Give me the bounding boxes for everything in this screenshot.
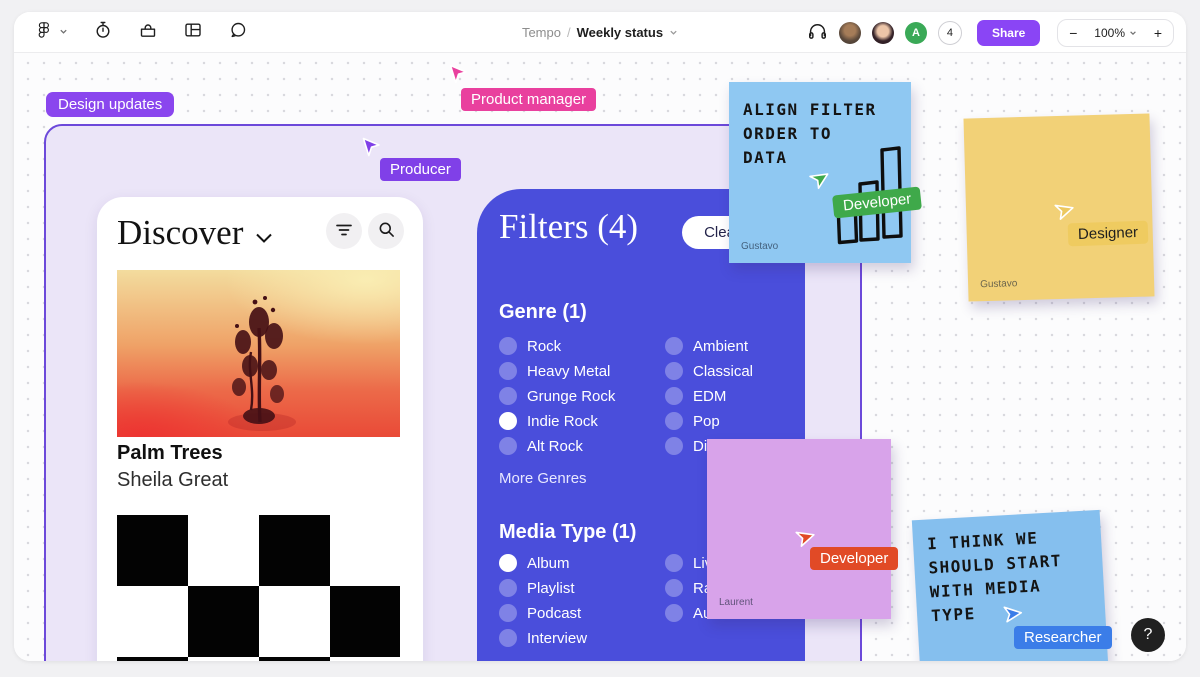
radio-unselected-icon[interactable] <box>665 337 683 355</box>
filter-lines-icon <box>335 223 353 240</box>
help-button[interactable]: ? <box>1131 618 1165 652</box>
genre-column-2: Ambient Classical EDM Pop Disco <box>665 337 753 455</box>
zoom-level-menu[interactable]: 100% <box>1088 26 1143 40</box>
avatar[interactable] <box>838 21 861 44</box>
radio-unselected-icon[interactable] <box>665 412 683 430</box>
filter-option[interactable]: Indie Rock <box>499 412 615 430</box>
radio-selected-icon[interactable] <box>499 412 517 430</box>
chevron-down-icon <box>1129 26 1137 40</box>
media-type-column-1: Album Playlist Podcast Interview <box>499 554 587 647</box>
radio-unselected-icon[interactable] <box>665 604 683 622</box>
layout-template-icon <box>183 20 203 45</box>
chevron-down-icon <box>59 23 68 41</box>
filter-option[interactable]: Rock <box>499 337 615 355</box>
cursor-designer <box>1054 204 1074 220</box>
avatar[interactable] <box>871 21 894 44</box>
timer-icon <box>93 20 113 45</box>
track-artist: Sheila Great <box>117 469 229 491</box>
sticky-author: Gustavo <box>741 241 779 252</box>
search-button[interactable] <box>368 213 404 249</box>
cursor-label-researcher: Researcher <box>1014 626 1112 649</box>
sticky-author: Laurent <box>719 597 753 608</box>
headphones-icon <box>807 20 828 46</box>
cursor-label-product-manager: Product manager <box>461 88 597 111</box>
cursor-label-producer: Producer <box>380 158 461 181</box>
genre-heading: Genre (1) <box>499 301 587 323</box>
filter-option[interactable]: Playlist <box>499 579 587 597</box>
filter-option[interactable]: EDM <box>665 387 753 405</box>
chevron-down-icon[interactable] <box>255 213 273 253</box>
genre-column-1: Rock Heavy Metal Grunge Rock Indie Rock … <box>499 337 615 455</box>
whiteboard-canvas[interactable]: Design updates Discover <box>14 53 1186 661</box>
filters-title: Filters (4) <box>499 207 639 246</box>
sticky-note-developer[interactable]: Laurent <box>707 439 891 619</box>
cursor-label-developer-orange: Developer <box>810 547 899 570</box>
album-art-image[interactable] <box>117 270 400 437</box>
discover-card[interactable]: Discover <box>97 197 423 661</box>
radio-selected-icon[interactable] <box>499 554 517 572</box>
share-button[interactable]: Share <box>976 19 1041 46</box>
cursor-producer <box>362 137 380 157</box>
radio-unselected-icon[interactable] <box>665 387 683 405</box>
toolbar: Tempo / Weekly status A 4 Sha <box>14 12 1186 53</box>
filter-option[interactable]: Classical <box>665 362 753 380</box>
filter-option[interactable]: Ambient <box>665 337 753 355</box>
radio-unselected-icon[interactable] <box>499 362 517 380</box>
filter-button[interactable] <box>326 213 362 249</box>
figma-window: Tempo / Weekly status A 4 Sha <box>14 12 1186 661</box>
filter-option[interactable]: Interview <box>499 629 587 647</box>
radio-unselected-icon[interactable] <box>499 437 517 455</box>
avatar[interactable]: A <box>904 21 927 44</box>
radio-unselected-icon[interactable] <box>499 629 517 647</box>
filter-option[interactable]: Podcast <box>499 604 587 622</box>
checkerboard-artwork <box>117 515 400 661</box>
filter-option[interactable]: Grunge Rock <box>499 387 615 405</box>
sticky-author: Gustavo <box>979 278 1018 291</box>
section-label[interactable]: Design updates <box>46 92 175 117</box>
breadcrumb-separator: / <box>566 25 571 40</box>
discover-title: Discover <box>117 213 273 253</box>
cursor-researcher <box>1003 606 1023 623</box>
more-genres-link[interactable]: More Genres <box>499 470 587 487</box>
sticky-note-text: ALIGN FILTER ORDER TO DATA <box>743 100 877 167</box>
breadcrumb-page[interactable]: Weekly status <box>576 25 664 40</box>
search-icon <box>378 221 395 241</box>
radio-unselected-icon[interactable] <box>499 337 517 355</box>
comment-button[interactable] <box>228 20 248 45</box>
plant-silhouette <box>228 296 296 431</box>
radio-unselected-icon[interactable] <box>665 437 683 455</box>
breadcrumb-project[interactable]: Tempo <box>521 25 561 40</box>
cursor-label-designer: Designer <box>1067 220 1149 247</box>
zoom-out-button[interactable]: − <box>1058 20 1088 46</box>
filter-option[interactable]: Album <box>499 554 587 572</box>
radio-unselected-icon[interactable] <box>499 579 517 597</box>
comment-bubble-icon <box>228 20 248 45</box>
timer-button[interactable] <box>93 20 113 45</box>
cursor-developer-orange <box>795 531 815 547</box>
templates-button[interactable] <box>183 20 203 45</box>
radio-unselected-icon[interactable] <box>665 362 683 380</box>
radio-unselected-icon[interactable] <box>665 579 683 597</box>
cursor-product-manager <box>449 64 467 84</box>
discover-title-text: Discover <box>117 213 244 252</box>
audio-button[interactable] <box>807 20 828 46</box>
zoom-in-button[interactable]: + <box>1143 20 1173 46</box>
filter-option[interactable]: Pop <box>665 412 753 430</box>
radio-unselected-icon[interactable] <box>499 387 517 405</box>
filter-option[interactable]: Heavy Metal <box>499 362 615 380</box>
toolbox-icon <box>138 20 158 45</box>
track-title: Palm Trees <box>117 442 223 464</box>
filter-option[interactable]: Alt Rock <box>499 437 615 455</box>
media-type-heading: Media Type (1) <box>499 521 637 543</box>
toolbox-button[interactable] <box>138 20 158 45</box>
figma-logo-icon <box>34 20 54 45</box>
user-count-badge[interactable]: 4 <box>937 20 962 45</box>
radio-unselected-icon[interactable] <box>499 604 517 622</box>
chevron-down-icon[interactable] <box>669 25 678 40</box>
zoom-level-value: 100% <box>1094 25 1125 40</box>
radio-unselected-icon[interactable] <box>665 554 683 572</box>
zoom-controls: − 100% + <box>1057 18 1174 47</box>
main-menu-button[interactable] <box>34 20 68 45</box>
cursor-developer-green <box>809 173 829 190</box>
